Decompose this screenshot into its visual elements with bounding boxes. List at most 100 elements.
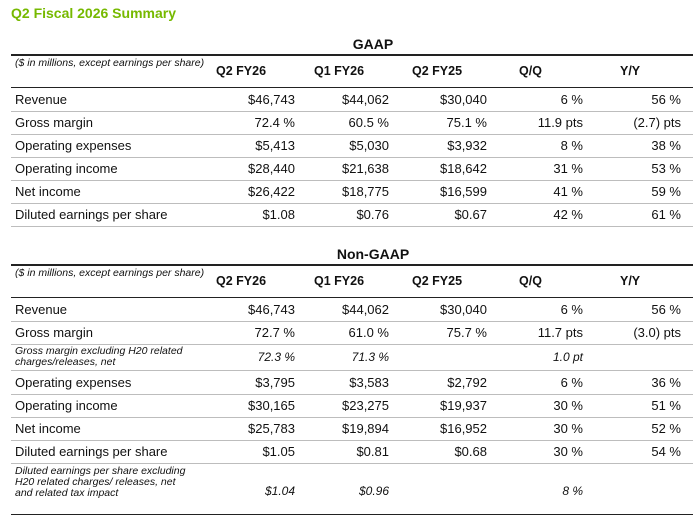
cell-q2fy26: $1.08 (262, 207, 295, 222)
cell-q1fy26: $0.81 (356, 444, 389, 459)
cell-yy: 53 % (651, 161, 681, 176)
gaap-column-header-row: ($ in millions, except earnings per shar… (11, 57, 693, 88)
nongaap-col-q2fy26: Q2 FY26 (216, 274, 267, 288)
row-label: Revenue (15, 92, 68, 107)
cell-yy: 59 % (651, 184, 681, 199)
cell-qq: 30 % (553, 444, 583, 459)
cell-q1fy26: $5,030 (349, 138, 389, 153)
cell-q1fy26: $19,894 (342, 421, 389, 436)
table-row: Gross margin 72.4 % 60.5 % 75.1 % 11.9 p… (11, 111, 693, 135)
cell-qq: 1.0 pt (552, 350, 583, 364)
table-row: Diluted earnings per share $1.08 $0.76 $… (11, 203, 693, 227)
table-row: Gross margin 72.7 % 61.0 % 75.7 % 11.7 p… (11, 321, 693, 345)
cell-q2fy26: $25,783 (248, 421, 295, 436)
cell-qq: 30 % (553, 421, 583, 436)
row-label: Gross margin excluding H20 related charg… (15, 345, 183, 368)
gaap-col-q2fy25: Q2 FY25 (412, 64, 463, 78)
cell-q1fy26: $3,583 (349, 375, 389, 390)
page-title: Q2 Fiscal 2026 Summary (11, 5, 176, 21)
cell-q1fy26: 60.5 % (348, 115, 389, 130)
cell-q2fy26: $46,743 (248, 302, 295, 317)
cell-q2fy25: $2,792 (447, 375, 487, 390)
cell-yy: 38 % (651, 138, 681, 153)
row-label: Diluted earnings per share (15, 444, 168, 459)
cell-q2fy25: $16,599 (440, 184, 487, 199)
cell-q2fy26: $1.05 (262, 444, 295, 459)
row-label: Net income (15, 184, 81, 199)
table-row: Net income $26,422 $18,775 $16,599 41 % … (11, 180, 693, 204)
cell-qq: 6 % (560, 375, 583, 390)
row-label: Operating income (15, 398, 118, 413)
cell-yy: 56 % (651, 92, 681, 107)
row-label: Operating income (15, 161, 118, 176)
row-label: Operating expenses (15, 375, 132, 390)
row-label: Net income (15, 421, 81, 436)
table-row: Operating expenses $3,795 $3,583 $2,792 … (11, 371, 693, 395)
nongaap-section-header: Non-GAAP (11, 246, 693, 266)
cell-qq: 11.9 pts (537, 115, 583, 130)
cell-q2fy26: $5,413 (255, 138, 295, 153)
cell-qq: 8 % (560, 138, 583, 153)
table-row: Diluted earnings per share excluding H20… (11, 464, 693, 515)
nongaap-col-q1fy26: Q1 FY26 (314, 274, 365, 288)
cell-q2fy26: $1.04 (264, 484, 295, 498)
cell-q1fy26: 71.3 % (351, 350, 389, 364)
cell-yy: 52 % (651, 421, 681, 436)
cell-q1fy26: $0.96 (358, 484, 389, 498)
cell-q1fy26: $21,638 (342, 161, 389, 176)
cell-q1fy26: $44,062 (342, 92, 389, 107)
table-row: Revenue $46,743 $44,062 $30,040 6 % 56 % (11, 298, 693, 322)
cell-yy: (2.7) pts (633, 115, 681, 130)
cell-qq: 11.7 pts (537, 325, 583, 340)
row-label: Revenue (15, 302, 68, 317)
cell-q2fy26: 72.3 % (257, 350, 295, 364)
cell-yy: 61 % (651, 207, 681, 222)
gaap-section-header: GAAP (11, 36, 693, 56)
cell-qq: 30 % (553, 398, 583, 413)
row-label: Gross margin (15, 115, 94, 130)
table-row: Revenue $46,743 $44,062 $30,040 6 % 56 % (11, 88, 693, 112)
table-row: Operating income $28,440 $21,638 $18,642… (11, 157, 693, 181)
cell-q2fy25: $3,932 (447, 138, 487, 153)
table-row: Net income $25,783 $19,894 $16,952 30 % … (11, 417, 693, 441)
cell-q2fy25: $30,040 (440, 302, 487, 317)
cell-q2fy26: 72.7 % (254, 325, 295, 340)
cell-q2fy26: $3,795 (255, 375, 295, 390)
cell-q2fy25: $0.67 (454, 207, 487, 222)
cell-q2fy25: $19,937 (440, 398, 487, 413)
cell-yy: (3.0) pts (633, 325, 681, 340)
nongaap-heading: Non-GAAP (336, 246, 410, 262)
nongaap-col-yy: Y/Y (620, 274, 641, 288)
cell-q2fy26: $46,743 (248, 92, 295, 107)
gaap-col-yy: Y/Y (620, 64, 641, 78)
cell-q2fy26: 72.4 % (254, 115, 295, 130)
cell-q2fy25: 75.7 % (446, 325, 487, 340)
table-row: Gross margin excluding H20 related charg… (11, 344, 693, 371)
cell-qq: 41 % (553, 184, 583, 199)
table-row: Operating income $30,165 $23,275 $19,937… (11, 394, 693, 418)
cell-q1fy26: $23,275 (342, 398, 389, 413)
cell-q2fy26: $30,165 (248, 398, 295, 413)
gaap-col-qq: Q/Q (519, 64, 542, 78)
gaap-heading: GAAP (352, 36, 394, 52)
cell-yy: 56 % (651, 302, 681, 317)
cell-yy: 54 % (651, 444, 681, 459)
cell-q2fy25: $16,952 (440, 421, 487, 436)
cell-q2fy26: $26,422 (248, 184, 295, 199)
gaap-col-q1fy26: Q1 FY26 (314, 64, 365, 78)
row-label: Diluted earnings per share (15, 207, 168, 222)
cell-qq: 42 % (553, 207, 583, 222)
cell-q1fy26: 61.0 % (348, 325, 389, 340)
row-label: Gross margin (15, 325, 94, 340)
cell-q1fy26: $18,775 (342, 184, 389, 199)
cell-yy: 51 % (651, 398, 681, 413)
nongaap-col-q2fy25: Q2 FY25 (412, 274, 463, 288)
cell-qq: 6 % (560, 92, 583, 107)
nongaap-column-header-row: ($ in millions, except earnings per shar… (11, 267, 693, 298)
cell-q2fy26: $28,440 (248, 161, 295, 176)
table-row: Diluted earnings per share $1.05 $0.81 $… (11, 440, 693, 464)
gaap-units-note: ($ in millions, except earnings per shar… (15, 57, 205, 69)
row-label: Diluted earnings per share excluding H20… (15, 465, 186, 499)
row-label: Operating expenses (15, 138, 132, 153)
gaap-col-q2fy26: Q2 FY26 (216, 64, 267, 78)
